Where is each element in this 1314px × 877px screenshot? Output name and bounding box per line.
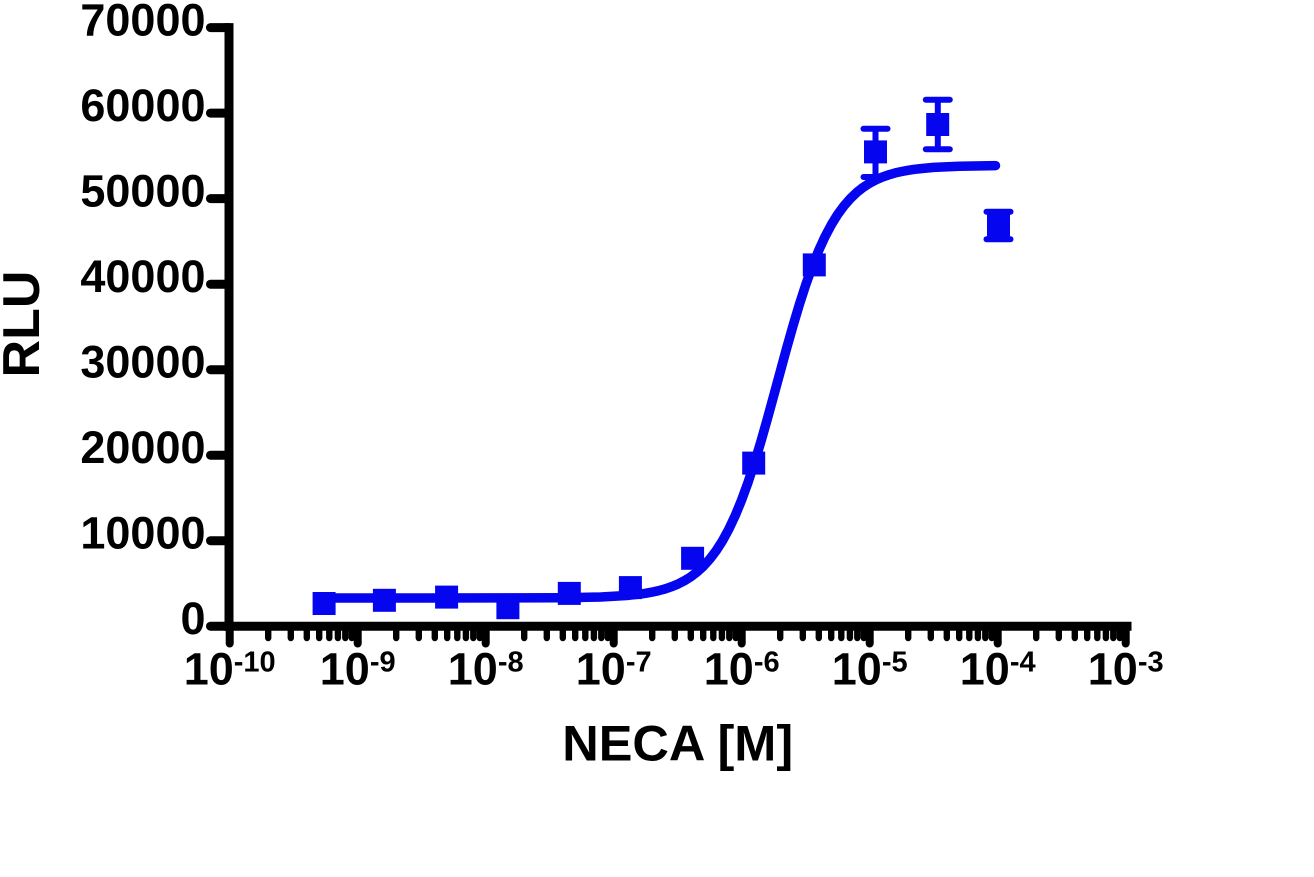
svg-text:50000: 50000 bbox=[80, 166, 205, 217]
svg-text:0: 0 bbox=[180, 593, 205, 644]
svg-text:40000: 40000 bbox=[80, 251, 205, 302]
svg-text:20000: 20000 bbox=[80, 422, 205, 473]
svg-text:60000: 60000 bbox=[80, 80, 205, 131]
svg-text:10-5: 10-5 bbox=[832, 643, 908, 694]
svg-text:NECA [M]: NECA [M] bbox=[562, 714, 793, 771]
svg-text:30000: 30000 bbox=[80, 337, 205, 388]
svg-text:70000: 70000 bbox=[80, 0, 205, 46]
svg-text:10-3: 10-3 bbox=[1088, 643, 1164, 694]
svg-text:RLU: RLU bbox=[0, 271, 51, 378]
svg-text:10000: 10000 bbox=[80, 508, 205, 559]
